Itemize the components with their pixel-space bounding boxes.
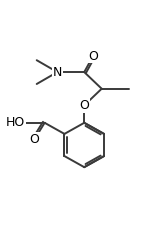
Text: N: N — [53, 66, 62, 79]
Text: O: O — [88, 50, 98, 63]
Text: O: O — [29, 133, 39, 146]
Text: HO: HO — [6, 116, 25, 129]
Text: O: O — [79, 99, 89, 112]
